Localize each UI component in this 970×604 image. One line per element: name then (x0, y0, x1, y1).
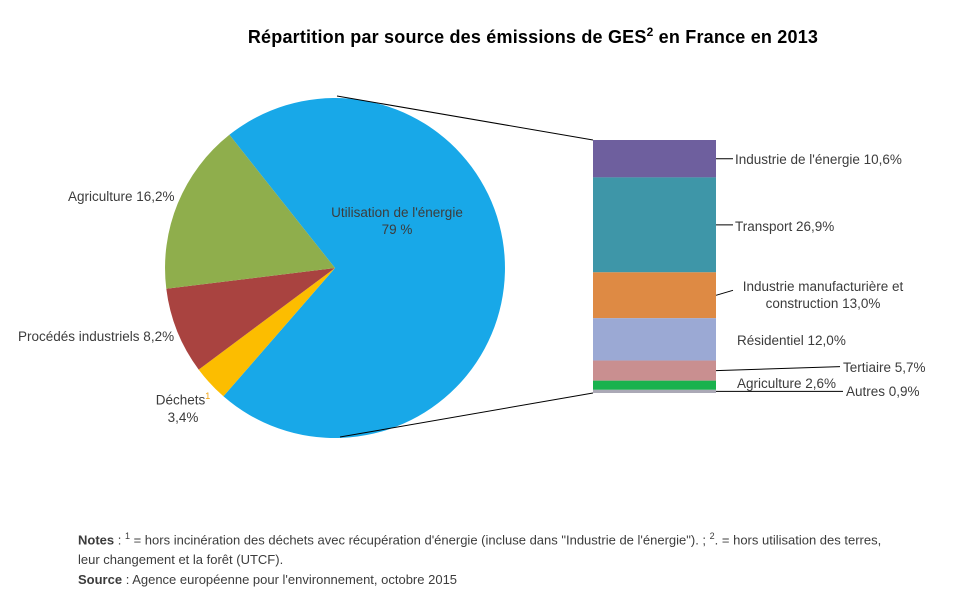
chart-title-suffix: en France en 2013 (653, 27, 819, 47)
chart-title: Répartition par source des émissions de … (0, 25, 970, 48)
connector-line-bottom (339, 392, 594, 438)
connector-line-top (336, 95, 594, 141)
bar-segment-industrie-energie (593, 140, 716, 178)
leader-tertiaire (715, 366, 841, 372)
note-superscript-1: 1 (124, 531, 130, 541)
bar-segment-residentiel (593, 318, 716, 361)
leader-industrie-manufacturiere (715, 289, 734, 296)
notes-sep: : (114, 532, 125, 548)
bar-segment-transport (593, 177, 716, 273)
pie-label-utilisation-energie-pct: 79 % (381, 222, 413, 237)
bar-segment-tertiaire (593, 360, 716, 381)
pie-label-utilisation-energie-name: Utilisation de l'énergie (331, 205, 463, 220)
pie-slice-utilisation-energie (223, 98, 505, 439)
chart-title-text: Répartition par source des émissions de … (247, 27, 647, 47)
bar-segment-autres (593, 389, 716, 393)
bar-label-residentiel: Résidentiel 12,0% (737, 333, 846, 348)
bar-label-transport: Transport 26,9% (735, 219, 835, 234)
dechets-note-superscript: 1 (205, 391, 211, 401)
bar-segment-agriculture (593, 380, 716, 390)
note-line-1: Notes : 1 = hors incinération des déchet… (78, 526, 918, 550)
bar-label-tertiaire: Tertiaire 5,7% (843, 360, 926, 375)
source-label: Source (78, 572, 123, 588)
pie-slice-dechets (198, 268, 335, 397)
bar-label-autres: Autres 0,9% (846, 384, 920, 399)
note-line-2: leur changement et la forêt (UTCF). (78, 552, 284, 568)
bar-label-industrie-manufacturiere: Industrie manufacturière et construction… (742, 279, 904, 311)
notes-label: Notes (78, 532, 115, 548)
note-text-1: = hors incinération des déchets avec réc… (129, 532, 710, 548)
bar-segment-industrie-manufacturiere-construction (593, 272, 716, 319)
note-text-2: . = hors utilisation des terres, (714, 532, 882, 548)
source-text: : Agence européenne pour l'environnement… (122, 572, 458, 588)
pie-slice-agriculture (165, 134, 335, 289)
title-superscript: 2 (646, 25, 654, 39)
pie-label-agriculture: Agriculture 16,2% (68, 189, 175, 204)
pie-label-dechets-pct: 3,4% (167, 409, 199, 425)
notes-block: Notes : 1 = hors incinération des déchet… (78, 526, 918, 590)
source-line: Source : Agence européenne pour l'enviro… (78, 570, 918, 590)
bar-label-agriculture: Agriculture 2,6% (737, 376, 837, 391)
pie-label-procedes-industriels: Procédés industriels 8,2% (18, 329, 175, 344)
dechets-word: Déchets (155, 392, 206, 408)
pie-label-dechets-name: Déchets1 (143, 388, 223, 409)
note-superscript-2: 2 (709, 531, 715, 541)
pie-label-dechets: Déchets1 3,4% (143, 388, 223, 426)
pie-slice-procedes-industriels (166, 268, 335, 370)
bar-label-industrie-energie: Industrie de l'énergie 10,6% (735, 152, 902, 167)
pie-label-utilisation-energie: Utilisation de l'énergie 79 % (316, 204, 478, 238)
